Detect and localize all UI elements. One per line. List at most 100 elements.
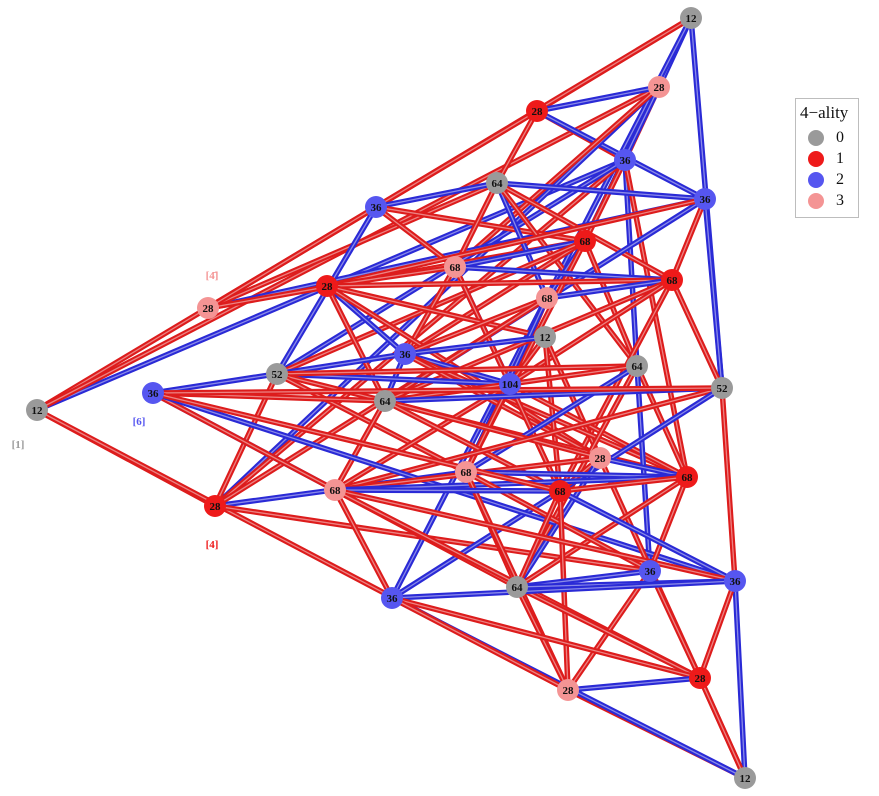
edge-red [324, 277, 675, 289]
edge-red [514, 474, 690, 590]
node-dot [589, 447, 611, 469]
graph-node: 36 [394, 343, 416, 365]
node-label: 36 [400, 349, 412, 361]
node-label: 28 [563, 685, 575, 697]
node-dot [444, 256, 466, 278]
node-label: 12 [686, 13, 698, 25]
graph-node: 28 [589, 447, 611, 469]
edge-red [373, 108, 540, 210]
node-dot [394, 343, 416, 365]
graph-node: 36 [694, 188, 716, 210]
edge-red [150, 385, 725, 396]
legend-label: 0 [836, 128, 844, 146]
node-label: 68 [580, 236, 592, 248]
graph-node: 68 [661, 269, 683, 291]
graph-node: 28 [526, 100, 548, 122]
edge-red [150, 390, 563, 494]
node-dot [266, 363, 288, 385]
node-label: 36 [700, 194, 712, 206]
graph-node: 68 [574, 230, 596, 252]
graph-node: 28 [648, 76, 670, 98]
node-label: 64 [380, 396, 392, 408]
edge-red [634, 363, 690, 480]
edge-blue [732, 578, 748, 781]
node-dot [648, 76, 670, 98]
node-label: 36 [620, 155, 632, 167]
graph-node: 68 [324, 479, 346, 501]
edge-blue [557, 488, 738, 584]
node-label: 36 [148, 388, 160, 400]
edge-red [205, 204, 379, 311]
node-dot [142, 382, 164, 404]
graph-node: 68 [455, 461, 477, 483]
graph-node: 68 [536, 287, 558, 309]
node-dot [639, 560, 661, 582]
graph-node: 36 [142, 382, 164, 404]
edge-blue [452, 264, 675, 283]
node-label: 12 [540, 332, 552, 344]
edge-red [402, 238, 588, 357]
graph-node: 64 [506, 576, 528, 598]
node-label: 68 [542, 293, 554, 305]
node-dot [324, 479, 346, 501]
node-label: 68 [450, 262, 462, 274]
legend-swatch [808, 150, 824, 167]
edge-red [697, 578, 738, 681]
symmetry-label: [6] [133, 416, 146, 428]
edge-red [324, 196, 708, 289]
node-label: 28 [203, 303, 215, 315]
edge-blue [565, 675, 703, 693]
node-dot [676, 466, 698, 488]
graph-node: 36 [724, 570, 746, 592]
node-dot [197, 297, 219, 319]
node-layer: 12 12 12 28 28 36 36 64 36 68 68 28 28 68 68 12 36 52 104 6… [26, 7, 756, 789]
legend-item: 0 [800, 127, 854, 148]
node-dot [26, 399, 48, 421]
node-dot [680, 7, 702, 29]
node-label: 28 [695, 673, 707, 685]
node-dot [506, 576, 528, 598]
graph-node: 104 [499, 373, 521, 395]
graph-node: 36 [365, 196, 387, 218]
edge-red [514, 584, 703, 681]
graph-node: 68 [444, 256, 466, 278]
legend-title: 4−ality [800, 103, 849, 122]
node-dot [374, 390, 396, 412]
node-dot [486, 172, 508, 194]
node-label: 28 [322, 281, 334, 293]
side-label-layer: [1] [6] [4] [4̄] [12, 270, 219, 551]
node-dot [614, 149, 636, 171]
legend-item: 1 [800, 148, 854, 169]
edge-blue [534, 84, 662, 114]
node-label: 36 [730, 576, 742, 588]
node-label: 68 [667, 275, 679, 287]
edge-red [324, 283, 388, 404]
edge-red [507, 363, 640, 387]
edge-red [669, 196, 708, 283]
graph-node: 12 [26, 399, 48, 421]
node-dot [499, 373, 521, 395]
edge-red [557, 277, 675, 494]
graph-node: 28 [557, 679, 579, 701]
symmetry-label: [1] [12, 439, 25, 451]
graph-node: 64 [486, 172, 508, 194]
node-dot [365, 196, 387, 218]
node-dot [557, 679, 579, 701]
node-label: 12 [740, 773, 752, 785]
symmetry-label: [4̄] [206, 270, 219, 282]
legend-swatch [808, 129, 824, 146]
graph-node: 64 [374, 390, 396, 412]
edge-red [719, 385, 738, 584]
node-dot [536, 287, 558, 309]
edge-red [507, 381, 690, 480]
edge-red [389, 595, 703, 681]
edge-red [324, 264, 458, 289]
node-dot [734, 767, 756, 789]
edge-blue [373, 180, 500, 210]
graph-node: 12 [734, 767, 756, 789]
graph-node: 28 [197, 297, 219, 319]
edge-blue [332, 487, 563, 494]
node-label: 36 [645, 566, 657, 578]
node-label: 68 [682, 472, 694, 484]
